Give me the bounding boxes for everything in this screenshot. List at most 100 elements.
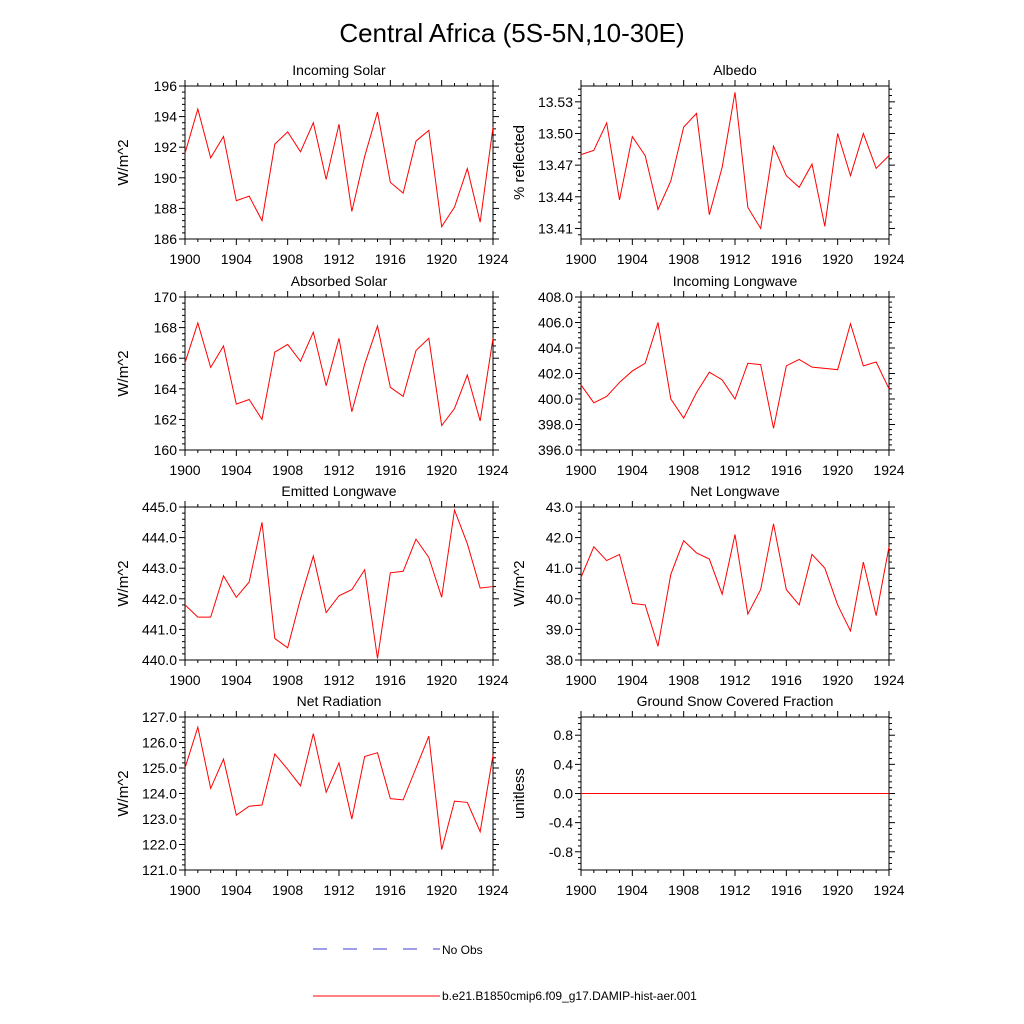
panel-title: Ground Snow Covered Fraction [637,693,834,709]
plot-frame [184,506,494,661]
x-tick-label: 1912 [719,882,750,898]
x-tick-label: 1924 [873,462,904,478]
y-tick-label: 41.0 [546,560,573,576]
x-tick-label: 1908 [272,251,303,267]
y-tick-label: 42.0 [546,530,573,546]
y-tick-label: 443.0 [142,560,177,576]
x-tick-label: 1916 [375,462,406,478]
panel-title: Net Longwave [690,483,780,499]
panel-grid: Incoming Solar W/m^2 186 188 190 192 194 196 190… [115,62,905,898]
y-tick-label: 13.53 [538,94,573,110]
x-tick-label: 1900 [565,672,596,688]
y-tick-label: 160 [154,442,178,458]
y-tick-label: -0.4 [549,815,573,831]
y-tick-label: 38.0 [546,652,573,668]
y-tick-label: 168 [154,320,178,336]
x-tick-label: 1908 [668,251,699,267]
y-tick-label: 43.0 [546,499,573,515]
y-tick-label: 0.0 [554,786,574,802]
y-tick-label: 13.41 [538,220,573,236]
series-line [184,725,494,850]
y-tick-label: 441.0 [142,621,177,637]
x-tick-label: 1916 [375,672,406,688]
x-tick-label: 1920 [822,882,853,898]
panel-title: Net Radiation [297,693,382,709]
x-tick-label: 1920 [426,251,457,267]
x-tick-label: 1904 [617,882,648,898]
x-tick-label: 1924 [873,882,904,898]
x-tick-label: 1900 [169,251,200,267]
plot-frame [580,296,890,451]
y-tick-label: 164 [154,381,178,397]
y-tick-label: 400.0 [538,391,573,407]
y-tick-label: 122.0 [142,837,177,853]
y-tick-label: 121.0 [142,862,177,878]
y-tick-label: 196 [154,78,178,94]
x-tick-label: 1912 [323,882,354,898]
x-tick-label: 1924 [873,672,904,688]
x-tick-label: 1924 [477,882,508,898]
x-tick-label: 1900 [169,672,200,688]
x-tick-label: 1916 [771,672,802,688]
y-axis-label: W/m^2 [115,770,132,816]
x-tick-label: 1920 [426,462,457,478]
x-tick-label: 1912 [323,672,354,688]
x-tick-label: 1900 [169,462,200,478]
x-tick-label: 1908 [668,462,699,478]
y-tick-label: 127.0 [142,709,177,725]
x-tick-label: 1904 [221,462,252,478]
y-tick-label: 40.0 [546,591,573,607]
y-tick-label: 445.0 [142,499,177,515]
y-tick-label: 192 [154,139,178,155]
panel-title: Absorbed Solar [291,273,388,289]
y-tick-label: 396.0 [538,442,573,458]
legend-model-label: b.e21.B1850cmip6.f09_g17.DAMIP-hist-aer.… [442,989,697,1003]
legend: No Obs b.e21.B1850cmip6.f09_g17.DAMIP-hi… [313,943,697,1003]
x-tick-label: 1916 [375,882,406,898]
x-tick-label: 1912 [719,672,750,688]
x-tick-label: 1920 [426,882,457,898]
x-tick-label: 1920 [822,672,853,688]
x-tick-label: 1912 [719,251,750,267]
y-tick-label: 442.0 [142,591,177,607]
series-line [184,508,494,659]
x-tick-label: 1912 [719,462,750,478]
panel-title: Incoming Solar [292,62,386,78]
x-tick-label: 1912 [323,251,354,267]
x-tick-label: 1908 [668,672,699,688]
chart-panel-3: Absorbed Solar W/m^2 160 162 164 166 168 170 190… [115,273,509,478]
y-axis-label: % reflected [511,125,528,200]
y-tick-label: 13.50 [538,125,573,141]
panel-title: Emitted Longwave [281,483,396,499]
x-tick-label: 1908 [668,882,699,898]
y-tick-label: 398.0 [538,417,573,433]
x-tick-label: 1924 [477,462,508,478]
legend-obs-label: No Obs [442,943,483,957]
series-line [580,523,890,647]
x-tick-label: 1924 [477,672,508,688]
x-tick-label: 1904 [221,672,252,688]
series-line [184,321,494,427]
y-axis-label: unitless [511,768,528,819]
y-tick-label: 162 [154,411,178,427]
y-tick-label: 194 [154,109,178,125]
x-tick-label: 1920 [822,462,853,478]
chart-panel-8: Ground Snow Covered Fraction unitless -0.8… [511,693,905,898]
y-axis-label: W/m^2 [115,560,132,606]
x-tick-label: 1912 [323,462,354,478]
y-tick-label: 404.0 [538,340,573,356]
x-tick-label: 1924 [873,251,904,267]
series-line [184,107,494,229]
x-tick-label: 1904 [221,251,252,267]
y-tick-label: 186 [154,231,178,247]
y-tick-label: 126.0 [142,735,177,751]
chart-panel-7: Net Radiation W/m^2 121.0 122.0 123.0 124.0 12… [115,693,509,898]
x-tick-label: 1900 [169,882,200,898]
x-tick-label: 1900 [565,251,596,267]
x-tick-label: 1904 [221,882,252,898]
y-tick-label: 402.0 [538,366,573,382]
figure-title: Central Africa (5S-5N,10-30E) [339,18,684,48]
y-axis-label: W/m^2 [115,139,132,185]
chart-panel-5: Emitted Longwave W/m^2 440.0 441.0 442.0 443.… [115,483,509,688]
